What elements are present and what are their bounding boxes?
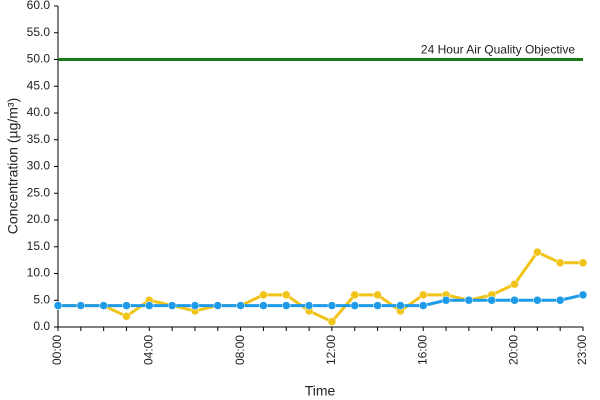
point (555, 258, 565, 268)
point (533, 247, 542, 257)
point (53, 301, 63, 310)
point (350, 290, 359, 300)
y-tick-label: 0.0 (33, 319, 50, 333)
x-tick-label: 16:00 (415, 335, 429, 365)
point (510, 279, 519, 289)
point (533, 296, 542, 305)
point (578, 290, 588, 300)
y-tick-label: 40.0 (27, 105, 51, 119)
y-tick-label: 50.0 (27, 52, 51, 66)
x-tick-label: 23:00 (575, 335, 589, 365)
y-tick-label: 5.0 (33, 292, 50, 306)
y-axis-label: Concentration (µg/m³) (5, 98, 21, 234)
point (145, 301, 154, 310)
point (418, 290, 428, 300)
point (282, 290, 291, 300)
point (373, 290, 382, 300)
point (122, 312, 131, 321)
point (327, 317, 337, 326)
point (259, 290, 268, 300)
point (259, 301, 268, 310)
point (213, 301, 223, 310)
x-tick-label: 20:00 (507, 335, 521, 365)
point (487, 296, 496, 305)
point (418, 301, 428, 310)
point (441, 296, 451, 305)
y-tick-label: 60.0 (27, 0, 51, 12)
x-tick-label: 08:00 (233, 335, 247, 365)
series-line (58, 250, 583, 324)
point (373, 301, 382, 310)
point (304, 301, 314, 310)
x-tick-label: 00:00 (50, 335, 64, 365)
reference-label: 24 Hour Air Quality Objective (421, 43, 575, 57)
point (578, 258, 588, 268)
point (190, 301, 200, 310)
point (396, 301, 405, 310)
y-tick-label: 25.0 (27, 185, 51, 199)
y-tick-label: 55.0 (27, 25, 51, 39)
x-axis-label: Time (305, 383, 336, 399)
point (464, 296, 474, 305)
y-tick-label: 35.0 (27, 132, 51, 146)
point (236, 301, 245, 310)
series-line (58, 293, 584, 308)
point (555, 296, 565, 305)
x-tick-label: 04:00 (141, 335, 155, 365)
point (327, 301, 337, 310)
y-tick-label: 10.0 (27, 266, 51, 280)
point (122, 301, 131, 310)
y-tick-label: 45.0 (27, 78, 51, 92)
point (76, 301, 86, 310)
x-tick-label: 12:00 (324, 335, 338, 365)
point (350, 301, 359, 310)
y-tick-label: 30.0 (27, 159, 51, 173)
point (510, 296, 519, 305)
point (282, 301, 291, 310)
point (99, 301, 108, 310)
y-tick-label: 15.0 (27, 239, 51, 253)
point (167, 301, 177, 310)
y-tick-label: 20.0 (27, 212, 51, 226)
